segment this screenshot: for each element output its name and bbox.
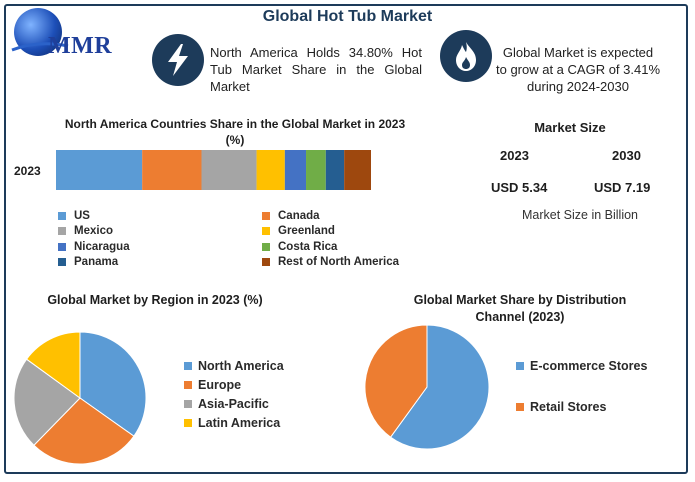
legend-label: Costa Rica [278,240,338,253]
infographic-frame [4,4,688,474]
legend-item-europe: Europe [184,375,284,394]
legend-swatch [58,211,66,220]
distribution-slice-e-commerce-stores [389,325,490,450]
bar-segment-rest-of-north-america [344,150,371,190]
legend-swatch [262,211,270,220]
distribution-pie-title: Global Market Share by Distribution Chan… [413,293,627,324]
region-pie-legend: North America Europe Asia-Pacific Latin Ame… [184,356,284,432]
legend-label: Europe [198,377,242,392]
legend-item-panama: Panama [58,255,118,270]
legend-label: US [74,209,90,222]
logo-swoosh-icon [11,42,69,52]
market-size-year-2030: 2030 [612,148,641,163]
legend-item-rest-of-north-america: Rest of North America [262,255,399,270]
bar-segment-canada [142,150,202,190]
region-slice-latin-america [25,331,81,399]
legend-swatch [184,418,192,427]
page-title: Global Hot Tub Market [262,8,433,25]
legend-item-canada: Canada [262,208,320,223]
legend-label: Mexico [74,225,113,237]
legend-item-us: US [58,208,90,223]
region-pie-chart [13,331,147,465]
legend-item-north-america: North America [184,356,284,375]
bar-segment-panama [325,150,345,190]
lightning-bolt-icon [152,34,204,86]
logo-text: MMR [48,33,113,59]
legend-swatch [262,242,270,251]
region-pie-title: Global Market by Region in 2023 (%) [47,293,263,307]
legend-swatch [58,227,66,235]
flame-icon [440,30,492,82]
legend-label: North America [198,358,284,373]
legend-swatch [262,227,270,235]
legend-swatch [516,361,524,370]
legend-swatch [262,258,270,266]
legend-label: Asia-Pacific [198,396,269,411]
country-share-stacked-bar [56,150,371,190]
legend-label: Rest of North America [278,256,399,268]
legend-label: Nicaragua [74,240,130,253]
north-america-share-text: North America Holds 34.80% Hot Tub Marke… [210,45,422,94]
market-size-note: Market Size in Billion [521,208,638,222]
legend-item-costa-rica: Costa Rica [262,239,337,254]
bar-segment-costa-rica [306,150,326,190]
legend-label: Latin America [198,415,281,430]
distribution-pie-legend: E-commerce Stores Retail Stores [516,356,647,416]
legend-item-latin-america: Latin America [184,413,284,432]
legend-swatch [516,402,524,411]
legend-label: E-commerce Stores [530,358,648,373]
cagr-text-block: Global Market is expected to grow at a C… [488,44,668,95]
legend-swatch [58,242,66,251]
cagr-line-2: to grow at a CAGR of 3.41% [495,62,661,77]
cagr-line-3: during 2024-2030 [527,79,629,94]
legend-label: Panama [74,256,119,268]
legend-swatch [184,399,192,408]
market-size-year-2023: 2023 [500,148,529,163]
legend-item-retail-stores: Retail Stores [516,397,647,416]
legend-item-asia-pacific: Asia-Pacific [184,394,284,413]
market-size-title: Market Size [534,120,606,135]
legend-swatch [184,361,192,370]
legend-label: Canada [278,209,320,222]
legend-item-mexico: Mexico [58,224,113,239]
cagr-line-1: Global Market is expected [502,45,654,60]
legend-label: Retail Stores [530,399,607,414]
distribution-slice-retail-stores [364,325,428,438]
legend-item-nicaragua: Nicaragua [58,239,130,254]
distribution-pie-chart [364,325,490,450]
bar-category-label: 2023 [14,164,41,178]
market-size-value-2023: USD 5.34 [491,180,548,195]
legend-item-e-commerce-stores: E-commerce Stores [516,356,647,375]
legend-label: Greenland [278,225,335,237]
market-size-value-2030: USD 7.19 [594,180,651,195]
bar-segment-us [56,150,143,190]
bar-segment-nicaragua [284,150,307,190]
legend-item-greenland: Greenland [262,224,335,239]
legend-swatch [58,258,66,266]
legend-swatch [184,380,192,389]
country-share-chart-title: North America Countries Share in the Glo… [64,117,406,147]
bar-segment-greenland [256,150,285,190]
bar-segment-mexico [201,150,257,190]
region-slice-north-america [79,331,147,437]
region-slice-asia-pacific [13,358,81,446]
region-slice-europe [33,397,135,465]
